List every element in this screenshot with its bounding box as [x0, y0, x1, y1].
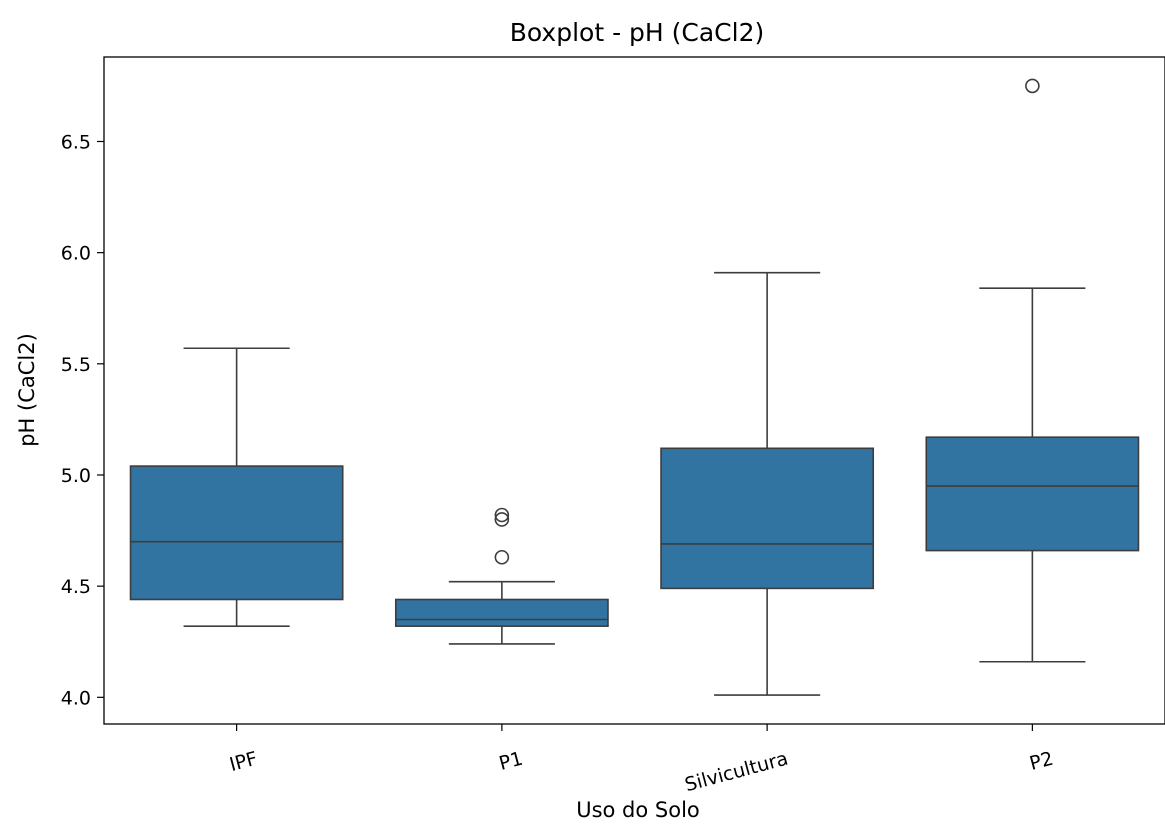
box-group-0 — [129, 347, 344, 627]
y-tick-label: 4.5 — [61, 576, 91, 598]
y-tick-label: 5.0 — [61, 465, 91, 487]
y-axis: 4.0 4.5 5.0 5.5 6.0 6.5 — [61, 131, 104, 709]
y-tick-label: 5.5 — [61, 354, 91, 376]
box-iqr — [925, 436, 1140, 552]
x-axis-label: Uso do Solo — [576, 798, 700, 822]
box-iqr — [660, 447, 875, 590]
x-axis: IPF P1 Silvicultura P2 — [227, 724, 1056, 797]
plot-frame — [103, 56, 1165, 725]
y-tick-label: 6.5 — [61, 131, 91, 153]
chart-title: Boxplot - pH (CaCl2) — [510, 18, 765, 47]
outlier-point — [494, 507, 510, 523]
x-tick-label: P2 — [1027, 748, 1055, 775]
box-group-2 — [660, 271, 875, 696]
x-tick-label: P1 — [497, 748, 525, 775]
box-group-3 — [925, 78, 1140, 663]
box-group-1 — [394, 507, 609, 645]
y-tick-label: 6.0 — [61, 243, 91, 265]
box-iqr — [394, 598, 609, 627]
x-tick-label: IPF — [227, 748, 260, 776]
box-iqr — [129, 465, 344, 601]
outlier-point — [1025, 78, 1040, 94]
outlier-point — [494, 549, 510, 565]
y-axis-label: pH (CaCl2) — [15, 333, 39, 447]
x-tick-label: Silvicultura — [682, 748, 790, 797]
y-tick-label: 4.0 — [61, 687, 91, 709]
outlier-point — [494, 512, 510, 527]
boxes-layer — [129, 78, 1140, 696]
